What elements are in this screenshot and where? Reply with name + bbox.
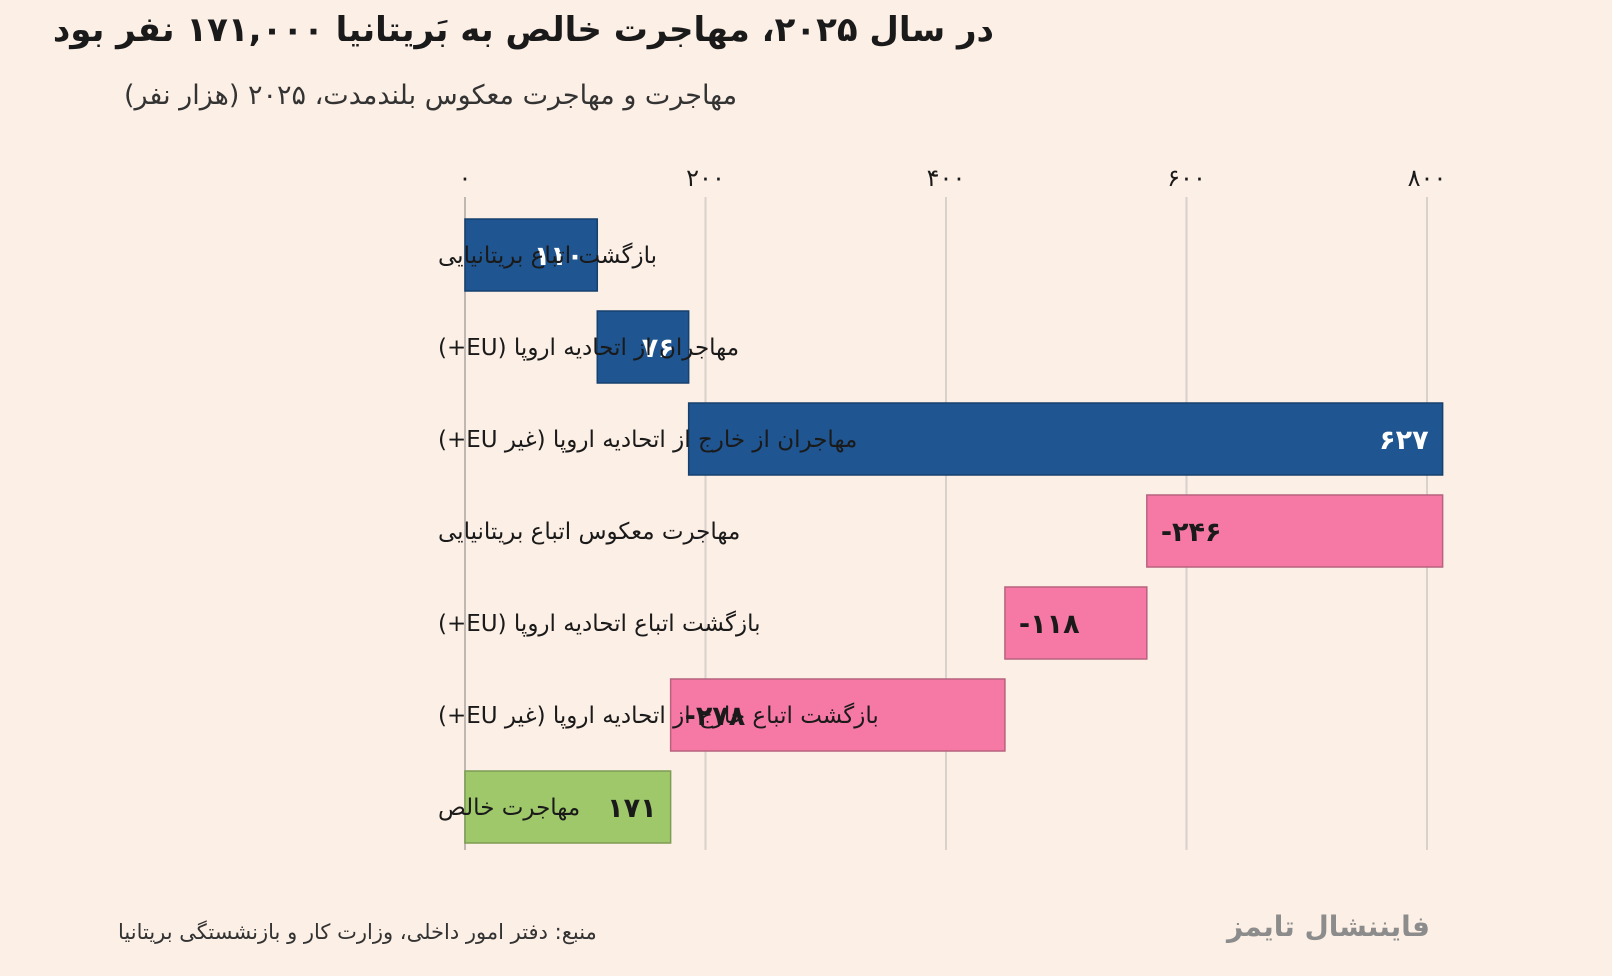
bar-value-label: -۲۴۶ xyxy=(1161,517,1222,548)
x-tick-label: ۸۰۰ xyxy=(1408,164,1447,192)
x-tick-label: ۲۰۰ xyxy=(686,164,725,192)
bar-inflow xyxy=(687,402,1444,476)
category-label: بازگشت اتباع خارج از اتحادیه اروپا (غیر … xyxy=(438,702,879,729)
bar-net xyxy=(464,770,672,844)
bar-value-label: -۲۷۸ xyxy=(685,701,746,732)
bar-value-label: ۷۶ xyxy=(642,333,675,364)
bar-value-label: ۱۱۰ xyxy=(534,241,583,272)
waterfall-chart: ۰ ۲۰۰ ۴۰۰ ۶۰۰ ۸۰۰ ۱۱۰ ۷۶ ۶۲۷ -۲۴۶ -۱۱۸ -۲۷۸ ۱۷۱ با… xyxy=(438,164,1447,850)
bar-outflow xyxy=(669,678,1006,752)
bar-value-label: -۱۱۸ xyxy=(1019,609,1080,640)
x-axis-ticks: ۰ ۲۰۰ ۴۰۰ ۶۰۰ ۸۰۰ xyxy=(459,164,1447,192)
bar-value-label: ۶۲۷ xyxy=(1379,425,1429,456)
source-note: منبع: دفتر امور داخلی، وزارت کار و بازنش… xyxy=(118,920,597,944)
category-label: مهاجران از خارج از اتحادیه اروپا (غیر EU… xyxy=(438,427,857,453)
bar-inflow xyxy=(464,218,599,292)
bar-value-label: ۱۷۱ xyxy=(607,793,656,824)
chart-subtitle: مهاجرت و مهاجرت معکوس بلندمدت، ۲۰۲۵ (هزا… xyxy=(124,80,738,111)
category-labels: بازگشت اتباع بریتانیایی مهاجران از اتحادی… xyxy=(438,242,879,821)
x-tick-label: ۶۰۰ xyxy=(1167,164,1206,192)
x-tick-label: ۰ xyxy=(459,164,472,192)
bar-outflow xyxy=(1004,586,1148,660)
bar-inflow xyxy=(596,310,690,384)
brand-logo: فایننشال تایمز xyxy=(1227,910,1430,943)
category-label: بازگشت اتباع بریتانیایی xyxy=(438,242,657,269)
x-tick-label: ۴۰۰ xyxy=(927,164,966,192)
chart-title: در سال ۲۰۲۵، مهاجرت خالص به بَریتانیا ۱۷… xyxy=(52,10,994,50)
category-label: مهاجرت خالص xyxy=(438,795,580,821)
category-label: مهاجرت معکوس اتباع بریتانیایی xyxy=(438,519,740,545)
category-label: بازگشت اتباع اتحادیه اروپا (EU+) xyxy=(438,610,761,637)
category-label: مهاجران از اتحادیه اروپا (EU+) xyxy=(438,335,739,361)
bars: ۱۱۰ ۷۶ ۶۲۷ -۲۴۶ -۱۱۸ -۲۷۸ ۱۷۱ xyxy=(464,218,1444,844)
bar-outflow xyxy=(1146,494,1444,568)
